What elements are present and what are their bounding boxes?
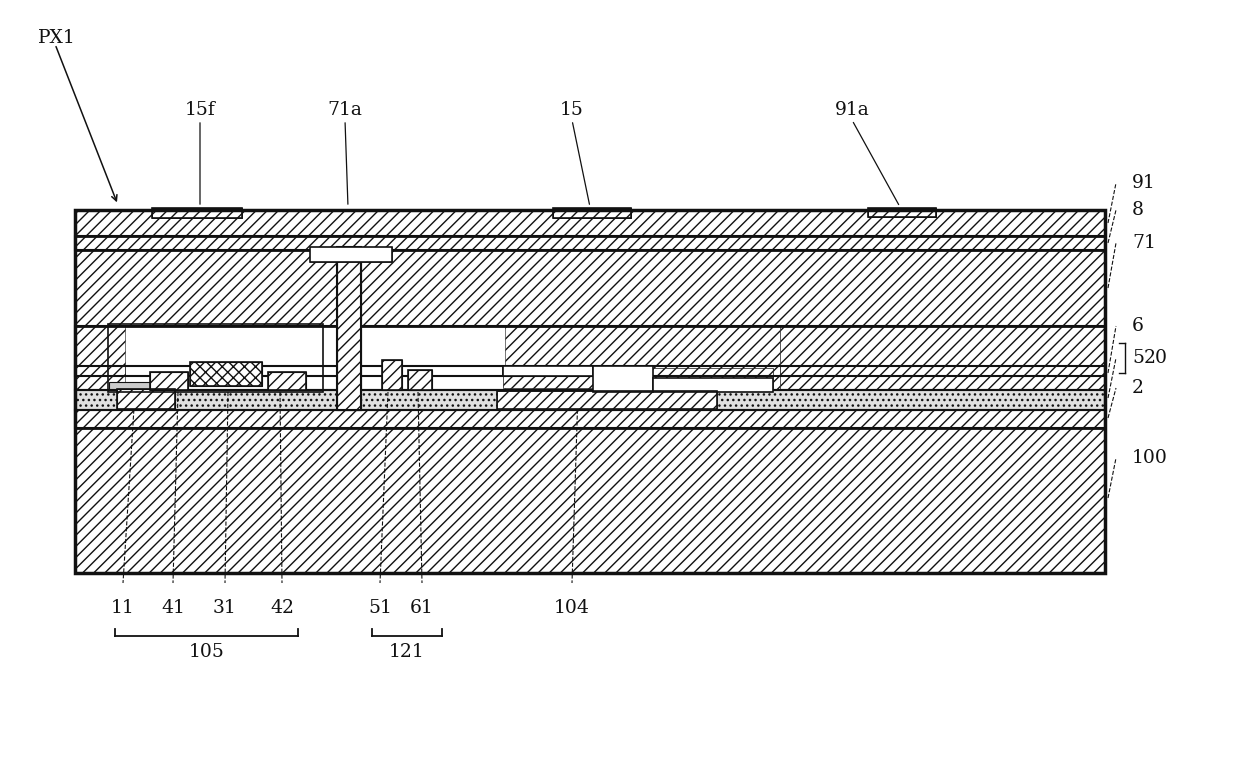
Bar — [268, 372, 306, 390]
Bar — [108, 324, 322, 392]
Bar — [553, 208, 631, 218]
Bar — [74, 250, 1105, 326]
Text: 71a: 71a — [327, 101, 362, 119]
Bar — [74, 210, 1105, 236]
Bar — [653, 378, 773, 392]
Bar — [408, 370, 432, 390]
Text: 41: 41 — [161, 599, 185, 617]
Bar — [74, 428, 1105, 573]
Text: 15: 15 — [560, 101, 584, 119]
Bar — [74, 326, 125, 390]
Bar — [190, 362, 262, 386]
Text: 104: 104 — [554, 599, 590, 617]
Bar — [497, 391, 717, 409]
Text: 5: 5 — [1132, 349, 1145, 367]
Bar — [382, 360, 402, 390]
Bar — [74, 410, 1105, 428]
Bar — [74, 326, 1105, 390]
Bar — [780, 366, 1105, 376]
Bar — [310, 247, 392, 262]
Bar — [503, 368, 773, 388]
Bar — [553, 208, 631, 218]
Text: PX1: PX1 — [38, 29, 76, 47]
Bar — [780, 326, 1105, 390]
Bar — [117, 389, 175, 409]
Bar — [150, 372, 188, 390]
Text: 8: 8 — [1132, 201, 1145, 219]
Text: 6: 6 — [1132, 317, 1143, 335]
Bar — [153, 208, 242, 218]
Bar — [268, 372, 306, 390]
Bar — [337, 247, 361, 410]
Text: 71: 71 — [1132, 234, 1156, 252]
Bar — [310, 247, 392, 262]
Text: 11: 11 — [112, 599, 135, 617]
Bar — [74, 366, 1105, 376]
Text: 15f: 15f — [185, 101, 216, 119]
Bar — [503, 366, 593, 376]
Bar — [74, 366, 125, 376]
Bar — [868, 208, 936, 217]
Text: 2: 2 — [1132, 379, 1145, 397]
Text: 100: 100 — [1132, 449, 1168, 467]
Bar — [868, 208, 936, 217]
Bar — [150, 372, 188, 390]
Bar — [74, 210, 1105, 573]
Bar — [109, 382, 184, 389]
Bar — [337, 247, 361, 410]
Bar — [74, 236, 1105, 250]
Bar — [190, 362, 262, 386]
Bar — [74, 210, 1105, 236]
Bar — [153, 208, 242, 218]
Text: 121: 121 — [389, 643, 425, 661]
Text: 91a: 91a — [835, 101, 869, 119]
Bar — [117, 389, 175, 409]
Bar — [497, 391, 717, 409]
Text: 51: 51 — [368, 599, 392, 617]
Bar — [74, 410, 1105, 428]
Bar — [408, 370, 432, 390]
Bar — [74, 428, 1105, 573]
Bar — [74, 390, 1105, 410]
Bar — [74, 390, 1105, 410]
Bar — [593, 366, 653, 392]
Text: 91: 91 — [1132, 174, 1156, 192]
Text: 42: 42 — [270, 599, 294, 617]
Bar — [505, 326, 780, 390]
Bar — [382, 360, 402, 390]
Text: 20: 20 — [1145, 349, 1168, 367]
Bar — [74, 236, 1105, 250]
Text: 61: 61 — [410, 599, 434, 617]
Text: 105: 105 — [188, 643, 224, 661]
Bar — [74, 250, 1105, 326]
Text: 31: 31 — [213, 599, 237, 617]
